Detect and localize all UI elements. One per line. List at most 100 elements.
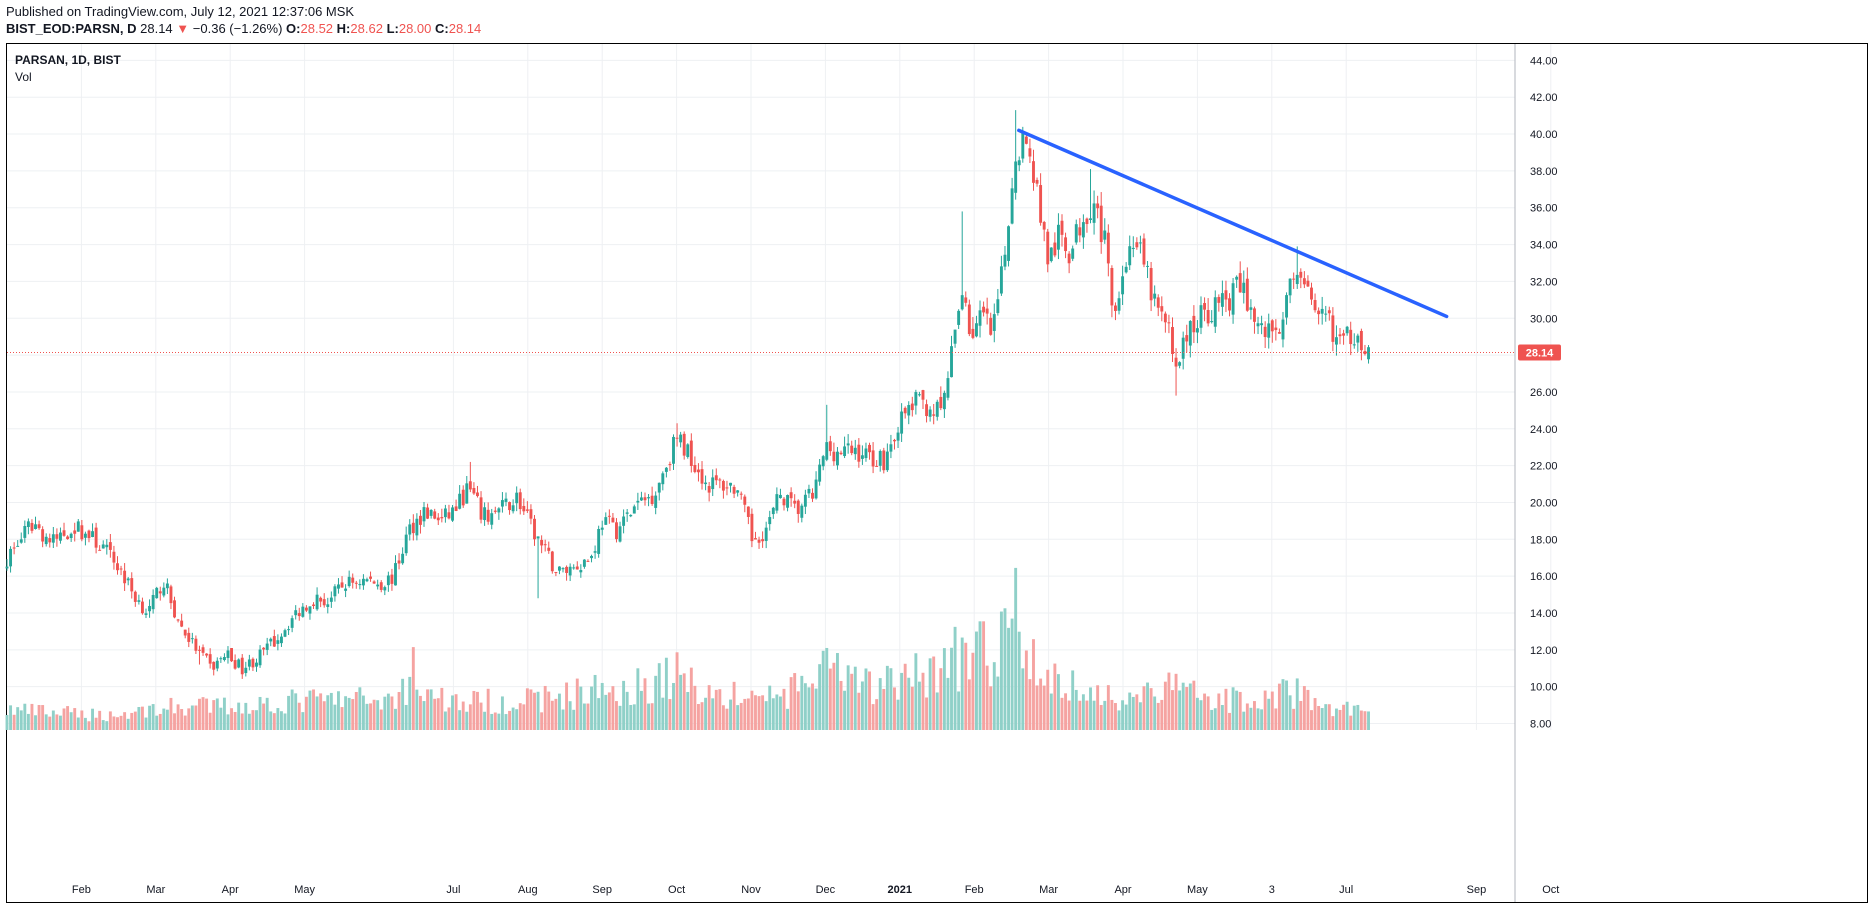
volume-bar bbox=[1188, 683, 1192, 730]
volume-bar bbox=[1195, 697, 1199, 730]
candle-body bbox=[525, 509, 529, 511]
volume-bar bbox=[764, 701, 768, 730]
candle-body bbox=[857, 444, 861, 462]
candle-body bbox=[1281, 319, 1285, 340]
volume-bar bbox=[982, 621, 986, 730]
candle-body bbox=[322, 599, 326, 606]
volume-bar bbox=[390, 696, 394, 730]
volume-bar bbox=[1238, 691, 1242, 730]
candle-body bbox=[190, 638, 194, 640]
candle-body bbox=[1231, 283, 1235, 315]
candle-body bbox=[230, 648, 233, 662]
volume-bar bbox=[1024, 650, 1028, 730]
volume-bar bbox=[565, 682, 569, 730]
candle-body bbox=[622, 516, 626, 526]
volume-bar bbox=[379, 709, 383, 730]
candle-body bbox=[397, 560, 401, 564]
volume-bar bbox=[700, 702, 704, 730]
volume-bar bbox=[205, 698, 209, 730]
candle-body bbox=[900, 411, 904, 434]
candle-body bbox=[1010, 188, 1014, 224]
symbol-label[interactable]: BIST_EOD:PARSN, D bbox=[6, 21, 137, 36]
candle-body bbox=[123, 570, 127, 584]
volume-bar bbox=[1317, 705, 1321, 730]
volume-legend[interactable]: Vol bbox=[15, 70, 32, 84]
candle-body bbox=[832, 451, 836, 462]
candle-body bbox=[26, 521, 30, 528]
volume-bar bbox=[1103, 700, 1107, 730]
volume-bar bbox=[800, 675, 804, 730]
volume-bar bbox=[376, 700, 380, 730]
volume-bar bbox=[486, 688, 490, 730]
volume-bar bbox=[262, 703, 266, 730]
volume-bar bbox=[119, 715, 123, 730]
volume-bar bbox=[582, 703, 586, 730]
volume-bar bbox=[59, 715, 62, 730]
candle-body bbox=[679, 434, 683, 443]
candle-body bbox=[946, 378, 950, 398]
volume-bar bbox=[411, 647, 415, 730]
volume-bar bbox=[283, 713, 287, 730]
candle-body bbox=[775, 494, 779, 511]
candle-body bbox=[237, 659, 241, 668]
candle-body bbox=[198, 649, 201, 651]
volume-bar bbox=[1324, 704, 1328, 730]
volume-bar bbox=[1167, 672, 1171, 730]
candle-body bbox=[1203, 303, 1207, 310]
volume-bar bbox=[30, 703, 34, 730]
candle-body bbox=[1210, 321, 1214, 323]
candle-body bbox=[1270, 320, 1274, 332]
price-tag bbox=[1518, 344, 1561, 361]
candle-body bbox=[1142, 238, 1146, 265]
volume-bar bbox=[953, 626, 957, 730]
published-caption: Published on TradingView.com, July 12, 2… bbox=[6, 4, 355, 19]
volume-bar bbox=[493, 712, 497, 730]
volume-bar bbox=[533, 692, 536, 730]
candle-body bbox=[1367, 347, 1370, 360]
volume-bar bbox=[240, 713, 244, 730]
candle-body bbox=[479, 497, 483, 520]
candle-body bbox=[98, 549, 102, 551]
volume-bar bbox=[1153, 696, 1157, 730]
volume-bar bbox=[497, 713, 501, 730]
volume-bar bbox=[397, 692, 401, 730]
volume-bar bbox=[1281, 679, 1285, 730]
volume-bar bbox=[718, 689, 722, 730]
time-tick-label: Oct bbox=[668, 884, 685, 896]
volume-bar bbox=[233, 711, 237, 730]
candle-body bbox=[1181, 337, 1185, 359]
candle-body bbox=[1260, 323, 1264, 326]
volume-bar bbox=[1138, 702, 1142, 730]
volume-bar bbox=[675, 652, 679, 730]
volume-bar bbox=[183, 715, 187, 730]
candle-body bbox=[116, 563, 119, 571]
candle-body bbox=[572, 567, 576, 569]
volume-bar bbox=[208, 712, 212, 730]
volume-bar bbox=[1017, 631, 1021, 730]
candle-body bbox=[757, 539, 761, 543]
candle-body bbox=[846, 443, 850, 446]
candle-body bbox=[1292, 278, 1296, 280]
volume-bar bbox=[429, 689, 433, 730]
volume-bar bbox=[1142, 686, 1146, 730]
candle-body bbox=[529, 509, 533, 519]
candle-body bbox=[565, 566, 569, 573]
candle-body bbox=[411, 522, 415, 534]
volume-bar bbox=[1302, 686, 1306, 730]
change-value: −0.36 (−1.26%) bbox=[192, 21, 283, 36]
candle-body bbox=[693, 465, 697, 472]
volume-bar bbox=[116, 717, 119, 730]
candle-body bbox=[664, 467, 668, 472]
volume-bar bbox=[754, 695, 757, 730]
candle-body bbox=[964, 297, 968, 303]
open-label: O: bbox=[286, 21, 301, 36]
volume-bar bbox=[87, 721, 91, 730]
candle-body bbox=[493, 510, 497, 512]
volume-bar bbox=[1046, 669, 1050, 730]
candle-body bbox=[476, 492, 479, 497]
candle-body bbox=[839, 452, 843, 455]
time-tick-label: Mar bbox=[1039, 884, 1058, 896]
candle-body bbox=[647, 497, 651, 499]
candle-body bbox=[34, 524, 37, 530]
